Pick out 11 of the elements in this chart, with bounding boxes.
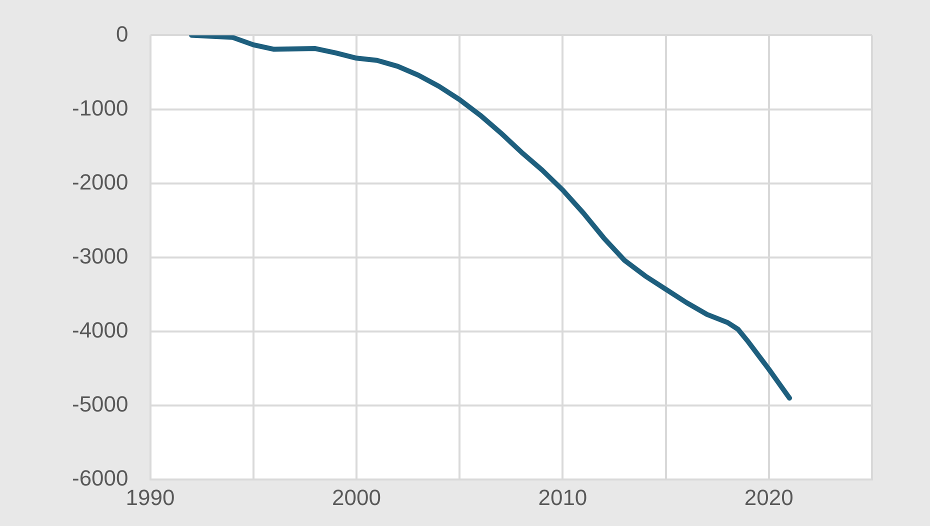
y-tick-label: -3000 bbox=[72, 243, 128, 268]
x-tick-label: 2000 bbox=[332, 484, 381, 510]
x-tick-label: 2020 bbox=[744, 484, 794, 510]
y-tick-label: -1000 bbox=[72, 95, 128, 120]
x-tick-label: 2010 bbox=[538, 484, 588, 510]
y-tick-label: -2000 bbox=[72, 169, 128, 194]
y-tick-label: -6000 bbox=[72, 466, 128, 491]
y-tick-label: -5000 bbox=[72, 392, 128, 417]
x-tick-label: 1990 bbox=[126, 484, 175, 510]
y-tick-label: 0 bbox=[116, 21, 128, 46]
y-tick-label: -4000 bbox=[72, 318, 128, 343]
